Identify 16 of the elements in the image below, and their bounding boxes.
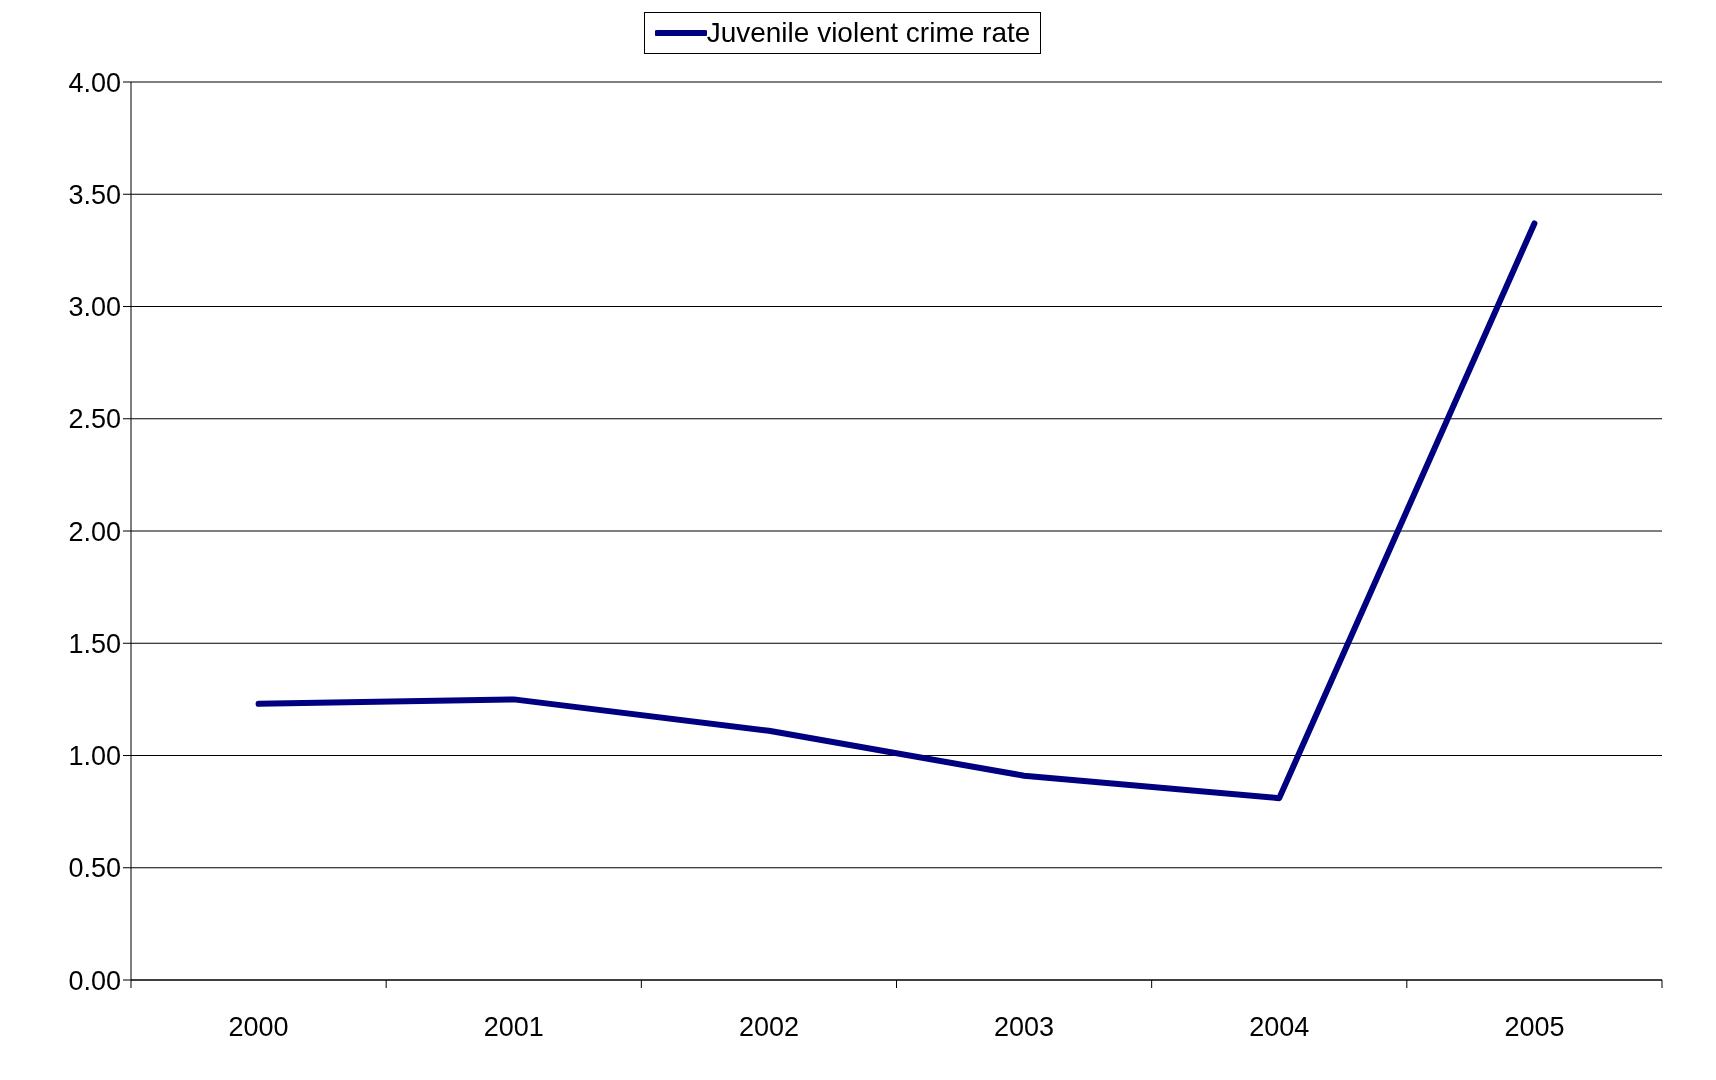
y-tick-label: 2.50 xyxy=(68,404,121,435)
y-tick-label: 0.00 xyxy=(68,965,121,996)
y-tick-label: 3.00 xyxy=(68,292,121,323)
x-tick-label: 2002 xyxy=(738,1012,799,1042)
x-tick-label: 2000 xyxy=(228,1012,289,1042)
x-tick-label: 2001 xyxy=(483,1012,544,1042)
x-tick-label: 2003 xyxy=(994,1012,1055,1042)
x-tick-label: 2005 xyxy=(1504,1012,1565,1042)
y-tick-label: 2.00 xyxy=(68,516,121,547)
y-tick-label: 0.50 xyxy=(68,853,121,884)
x-tick-label: 2004 xyxy=(1249,1012,1310,1042)
y-tick-label: 1.00 xyxy=(68,741,121,772)
legend-label: Juvenile violent crime rate xyxy=(706,17,1031,49)
y-tick-label: 1.50 xyxy=(68,628,121,659)
y-tick-label: 3.50 xyxy=(68,179,121,210)
y-tick-label: 4.00 xyxy=(68,67,121,98)
